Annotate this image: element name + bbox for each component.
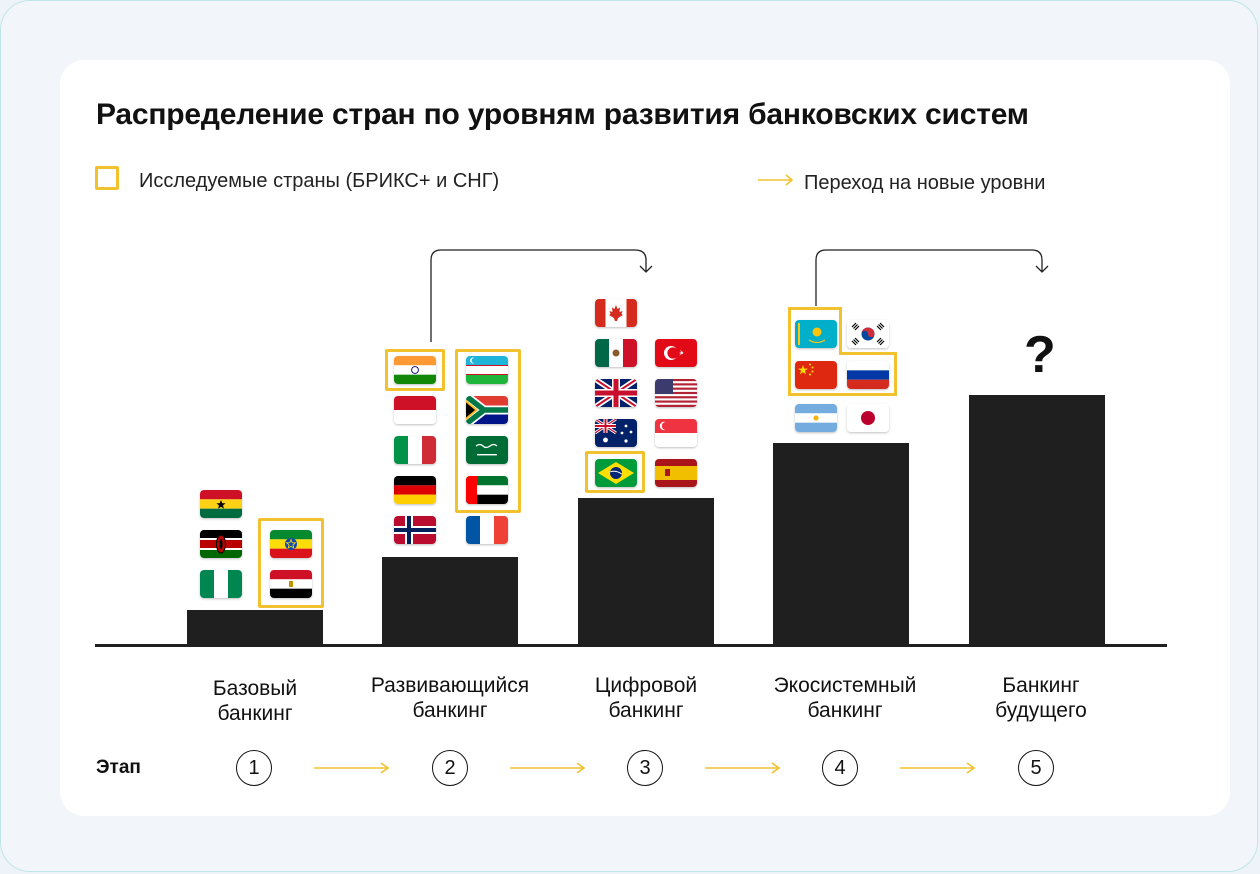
transition-arrow-2-3: [430, 249, 653, 342]
stage-3-circle: 3: [627, 750, 663, 786]
level-1-bar: [187, 610, 323, 645]
level-2-bar: [382, 557, 518, 645]
uae-flag-icon: [466, 476, 508, 504]
germany-flag-icon: [394, 476, 436, 504]
level-3-label: Цифровой банкинг: [594, 674, 698, 722]
india-flag-icon: [394, 356, 436, 384]
mexico-flag-icon: [595, 339, 637, 367]
norway-flag-icon: [394, 516, 436, 544]
stage-arrow-icon: [314, 762, 390, 774]
stage-4-circle: 4: [822, 750, 858, 786]
level-4-bar: [773, 443, 909, 645]
nigeria-flag-icon: [200, 570, 242, 598]
level-2-highlight-group: [455, 349, 521, 513]
level-4-highlight: [788, 307, 897, 396]
transition-arrow-4-5: [815, 249, 1049, 306]
level-2-highlight-india: [385, 349, 445, 391]
spain-flag-icon: [655, 459, 697, 487]
singapore-flag-icon: [655, 419, 697, 447]
stage-caption: Этап: [96, 757, 141, 778]
saudi-arabia-flag-icon: [466, 436, 508, 464]
legend-transition-label: Переход на новые уровни: [804, 172, 1046, 194]
baseline: [95, 644, 1167, 647]
italy-flag-icon: [394, 436, 436, 464]
south-africa-flag-icon: [466, 396, 508, 424]
south-korea-flag-icon: [847, 320, 889, 348]
france-flag-icon: [466, 516, 508, 544]
egypt-flag-icon: [270, 570, 312, 598]
legend-highlight-swatch: [95, 166, 119, 190]
china-flag-icon: [795, 361, 837, 389]
kenya-flag-icon: [200, 530, 242, 558]
level-5-label: Банкинг будущего: [995, 674, 1087, 722]
uk-flag-icon: [595, 379, 637, 407]
legend-arrow-icon: [758, 174, 794, 186]
japan-flag-icon: [847, 404, 889, 432]
level-1-highlight: [258, 518, 324, 608]
unknown-mark: ?: [1024, 326, 1056, 384]
usa-flag-icon: [655, 379, 697, 407]
level-4-label: Экосистемный банкинг: [773, 674, 917, 722]
turkey-flag-icon: [655, 339, 697, 367]
stage-arrow-icon: [900, 762, 976, 774]
level-2-label: Развивающийся банкинг: [370, 674, 530, 722]
ethiopia-flag-icon: [270, 530, 312, 558]
level-1-label: Базовый банкинг: [212, 677, 298, 725]
stage-1-circle: 1: [236, 750, 272, 786]
indonesia-flag-icon: [394, 396, 436, 424]
canada-flag-icon: [595, 299, 637, 327]
stage-arrow-icon: [705, 762, 781, 774]
australia-flag-icon: [595, 419, 637, 447]
page-title: Распределение стран по уровням развития …: [96, 98, 1029, 131]
stage-2-circle: 2: [432, 750, 468, 786]
legend-studied-label: Исследуемые страны (БРИКС+ и СНГ): [139, 170, 500, 192]
argentina-flag-icon: [795, 404, 837, 432]
level-5-bar: [969, 395, 1105, 645]
uzbekistan-flag-icon: [466, 356, 508, 384]
russia-flag-icon: [847, 361, 889, 389]
brazil-flag-icon: [595, 459, 637, 487]
level-3-bar: [578, 498, 714, 645]
kazakhstan-flag-icon: [795, 320, 837, 348]
stage-arrow-icon: [510, 762, 586, 774]
stage-5-circle: 5: [1018, 750, 1054, 786]
level-3-highlight-brazil: [585, 451, 645, 493]
ghana-flag-icon: [200, 490, 242, 518]
